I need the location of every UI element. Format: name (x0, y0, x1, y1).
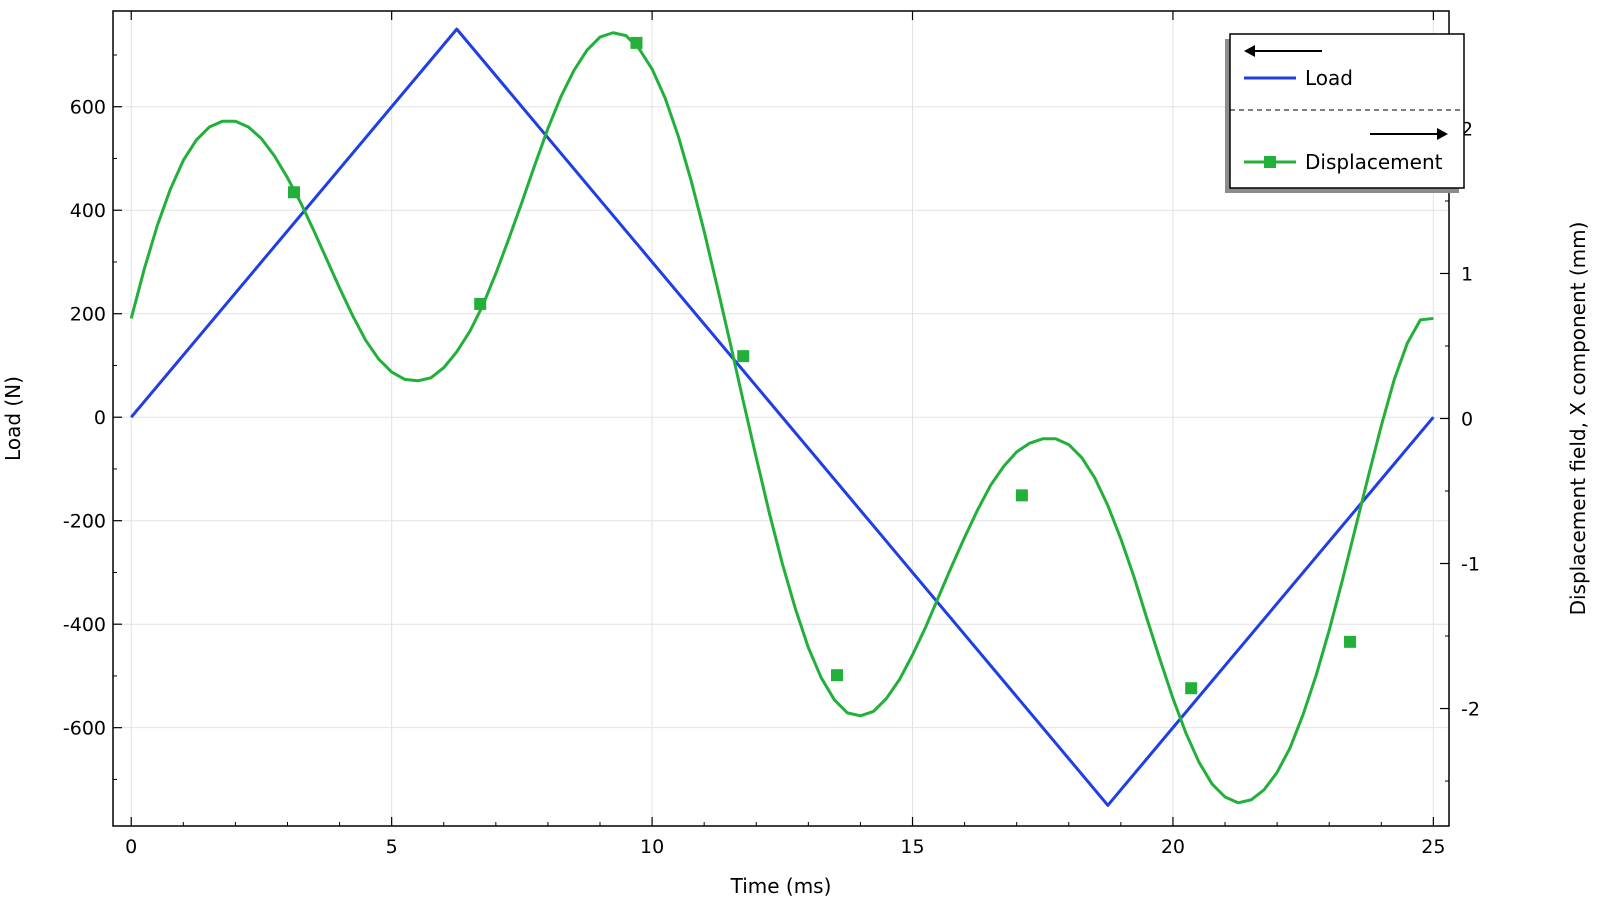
legend: Load Displacement (1225, 33, 1465, 193)
x-tick-label: 0 (125, 836, 137, 858)
series-marker-displacement (830, 669, 843, 682)
y-tick-label: 400 (70, 200, 106, 222)
y-tick-label: -400 (63, 614, 106, 636)
plot-series (129, 27, 1435, 807)
y-tick-label: 0 (94, 407, 106, 429)
y2-tick-label: -2 (1461, 699, 1480, 721)
left-axis-arrow-head-icon (1244, 45, 1255, 57)
series-marker-displacement (1015, 489, 1028, 502)
x-axis-title: Time (ms) (730, 874, 832, 898)
legend-marker-displacement (1264, 156, 1276, 168)
y-tick-label: 200 (70, 304, 106, 326)
x-tick-label: 20 (1161, 836, 1185, 858)
series-marker-displacement (1185, 682, 1198, 695)
series-line-displacement (129, 31, 1434, 805)
x-tick-label: 5 (386, 836, 398, 858)
y2-tick-label: -1 (1461, 554, 1480, 576)
series-marker-displacement (630, 36, 643, 49)
series-marker-displacement (1344, 635, 1357, 648)
y2-tick-label: 1 (1461, 263, 1473, 285)
y-tick-label: -600 (63, 718, 106, 740)
right-axis-arrow-head-icon (1437, 128, 1448, 140)
series-marker-displacement (287, 186, 300, 199)
y-tick-label: -200 (63, 511, 106, 533)
y-tick-label: 600 (70, 97, 106, 119)
y2-tick-label: 0 (1461, 409, 1473, 431)
legend-label-load: Load (1305, 66, 1353, 90)
x-tick-label: 10 (640, 836, 664, 858)
series-marker-displacement (474, 297, 487, 310)
y-axis-title: Load (N) (1, 376, 25, 461)
series-marker-displacement (737, 350, 750, 363)
y2-axis-title: Displacement field, X component (mm) (1566, 222, 1590, 616)
legend-label-displacement: Displacement (1305, 150, 1443, 174)
x-tick-label: 25 (1421, 836, 1445, 858)
series-line-load (130, 27, 1435, 807)
x-tick-label: 15 (900, 836, 924, 858)
